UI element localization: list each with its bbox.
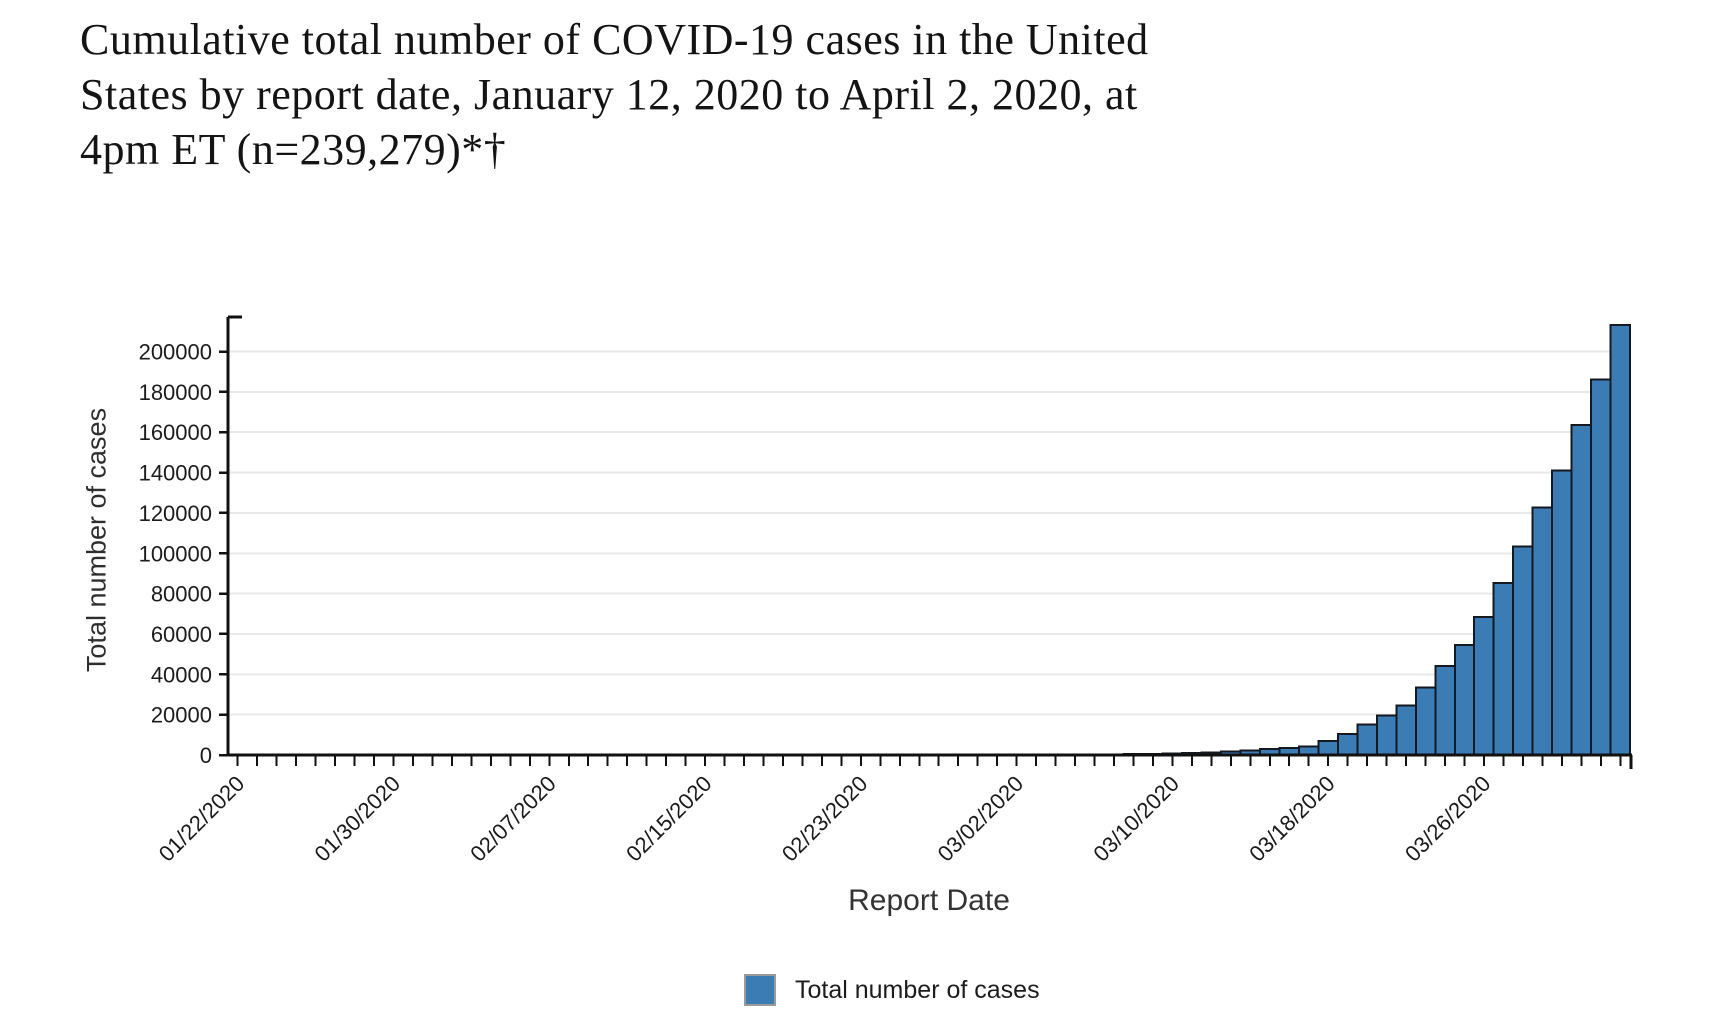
chart-title-line-2: States by report date, January 12, 2020 … xyxy=(80,70,1138,119)
chart-title: Cumulative total number of COVID-19 case… xyxy=(80,12,1560,177)
x-tick-label: 02/23/2020 xyxy=(777,771,873,867)
y-tick-label: 40000 xyxy=(151,662,212,687)
bar xyxy=(1336,732,1359,756)
y-tick-label: 160000 xyxy=(139,420,212,445)
bar xyxy=(1531,506,1554,757)
x-tick-label: 03/10/2020 xyxy=(1088,771,1184,867)
y-tick-label: 120000 xyxy=(139,501,212,526)
x-axis-title: Report Date xyxy=(848,884,1010,917)
y-tick-label: 200000 xyxy=(139,340,212,365)
y-axis-title: Total number of cases xyxy=(81,407,112,673)
bar xyxy=(1434,664,1456,757)
chart-title-line-3: 4pm ET (n=239,279)*† xyxy=(80,125,507,174)
y-tick-label: 100000 xyxy=(139,541,212,566)
x-tick-label: 01/30/2020 xyxy=(310,771,406,867)
x-tick-label: 03/18/2020 xyxy=(1244,771,1340,867)
x-tick-label: 01/22/2020 xyxy=(154,771,250,867)
bar xyxy=(1609,324,1632,756)
legend-swatch xyxy=(744,974,776,1006)
y-tick-label: 180000 xyxy=(139,380,212,405)
bar xyxy=(1590,378,1612,756)
y-tick-label: 20000 xyxy=(151,703,212,728)
bar xyxy=(1492,581,1515,757)
bar xyxy=(1317,739,1339,757)
y-tick-label: 0 xyxy=(200,743,212,768)
chart-title-line-1: Cumulative total number of COVID-19 case… xyxy=(80,15,1149,64)
x-tick-label: 03/02/2020 xyxy=(933,771,1029,867)
bar xyxy=(1570,424,1593,756)
x-tick-label: 02/07/2020 xyxy=(465,771,561,867)
x-tick-label: 02/15/2020 xyxy=(621,771,717,867)
bar xyxy=(1414,686,1437,756)
x-tick-label: 03/26/2020 xyxy=(1400,771,1496,867)
bar xyxy=(1512,545,1534,756)
bar xyxy=(1473,615,1495,757)
y-tick-label: 80000 xyxy=(151,582,212,607)
legend-label: Total number of cases xyxy=(795,975,1040,1004)
bar xyxy=(1375,714,1398,756)
legend: Total number of cases xyxy=(744,974,1040,1006)
y-tick-label: 60000 xyxy=(151,622,212,647)
bar xyxy=(1453,644,1476,757)
bar xyxy=(1551,469,1573,756)
bar xyxy=(1356,723,1378,756)
bar xyxy=(1395,704,1417,757)
y-tick-label: 140000 xyxy=(139,461,212,486)
